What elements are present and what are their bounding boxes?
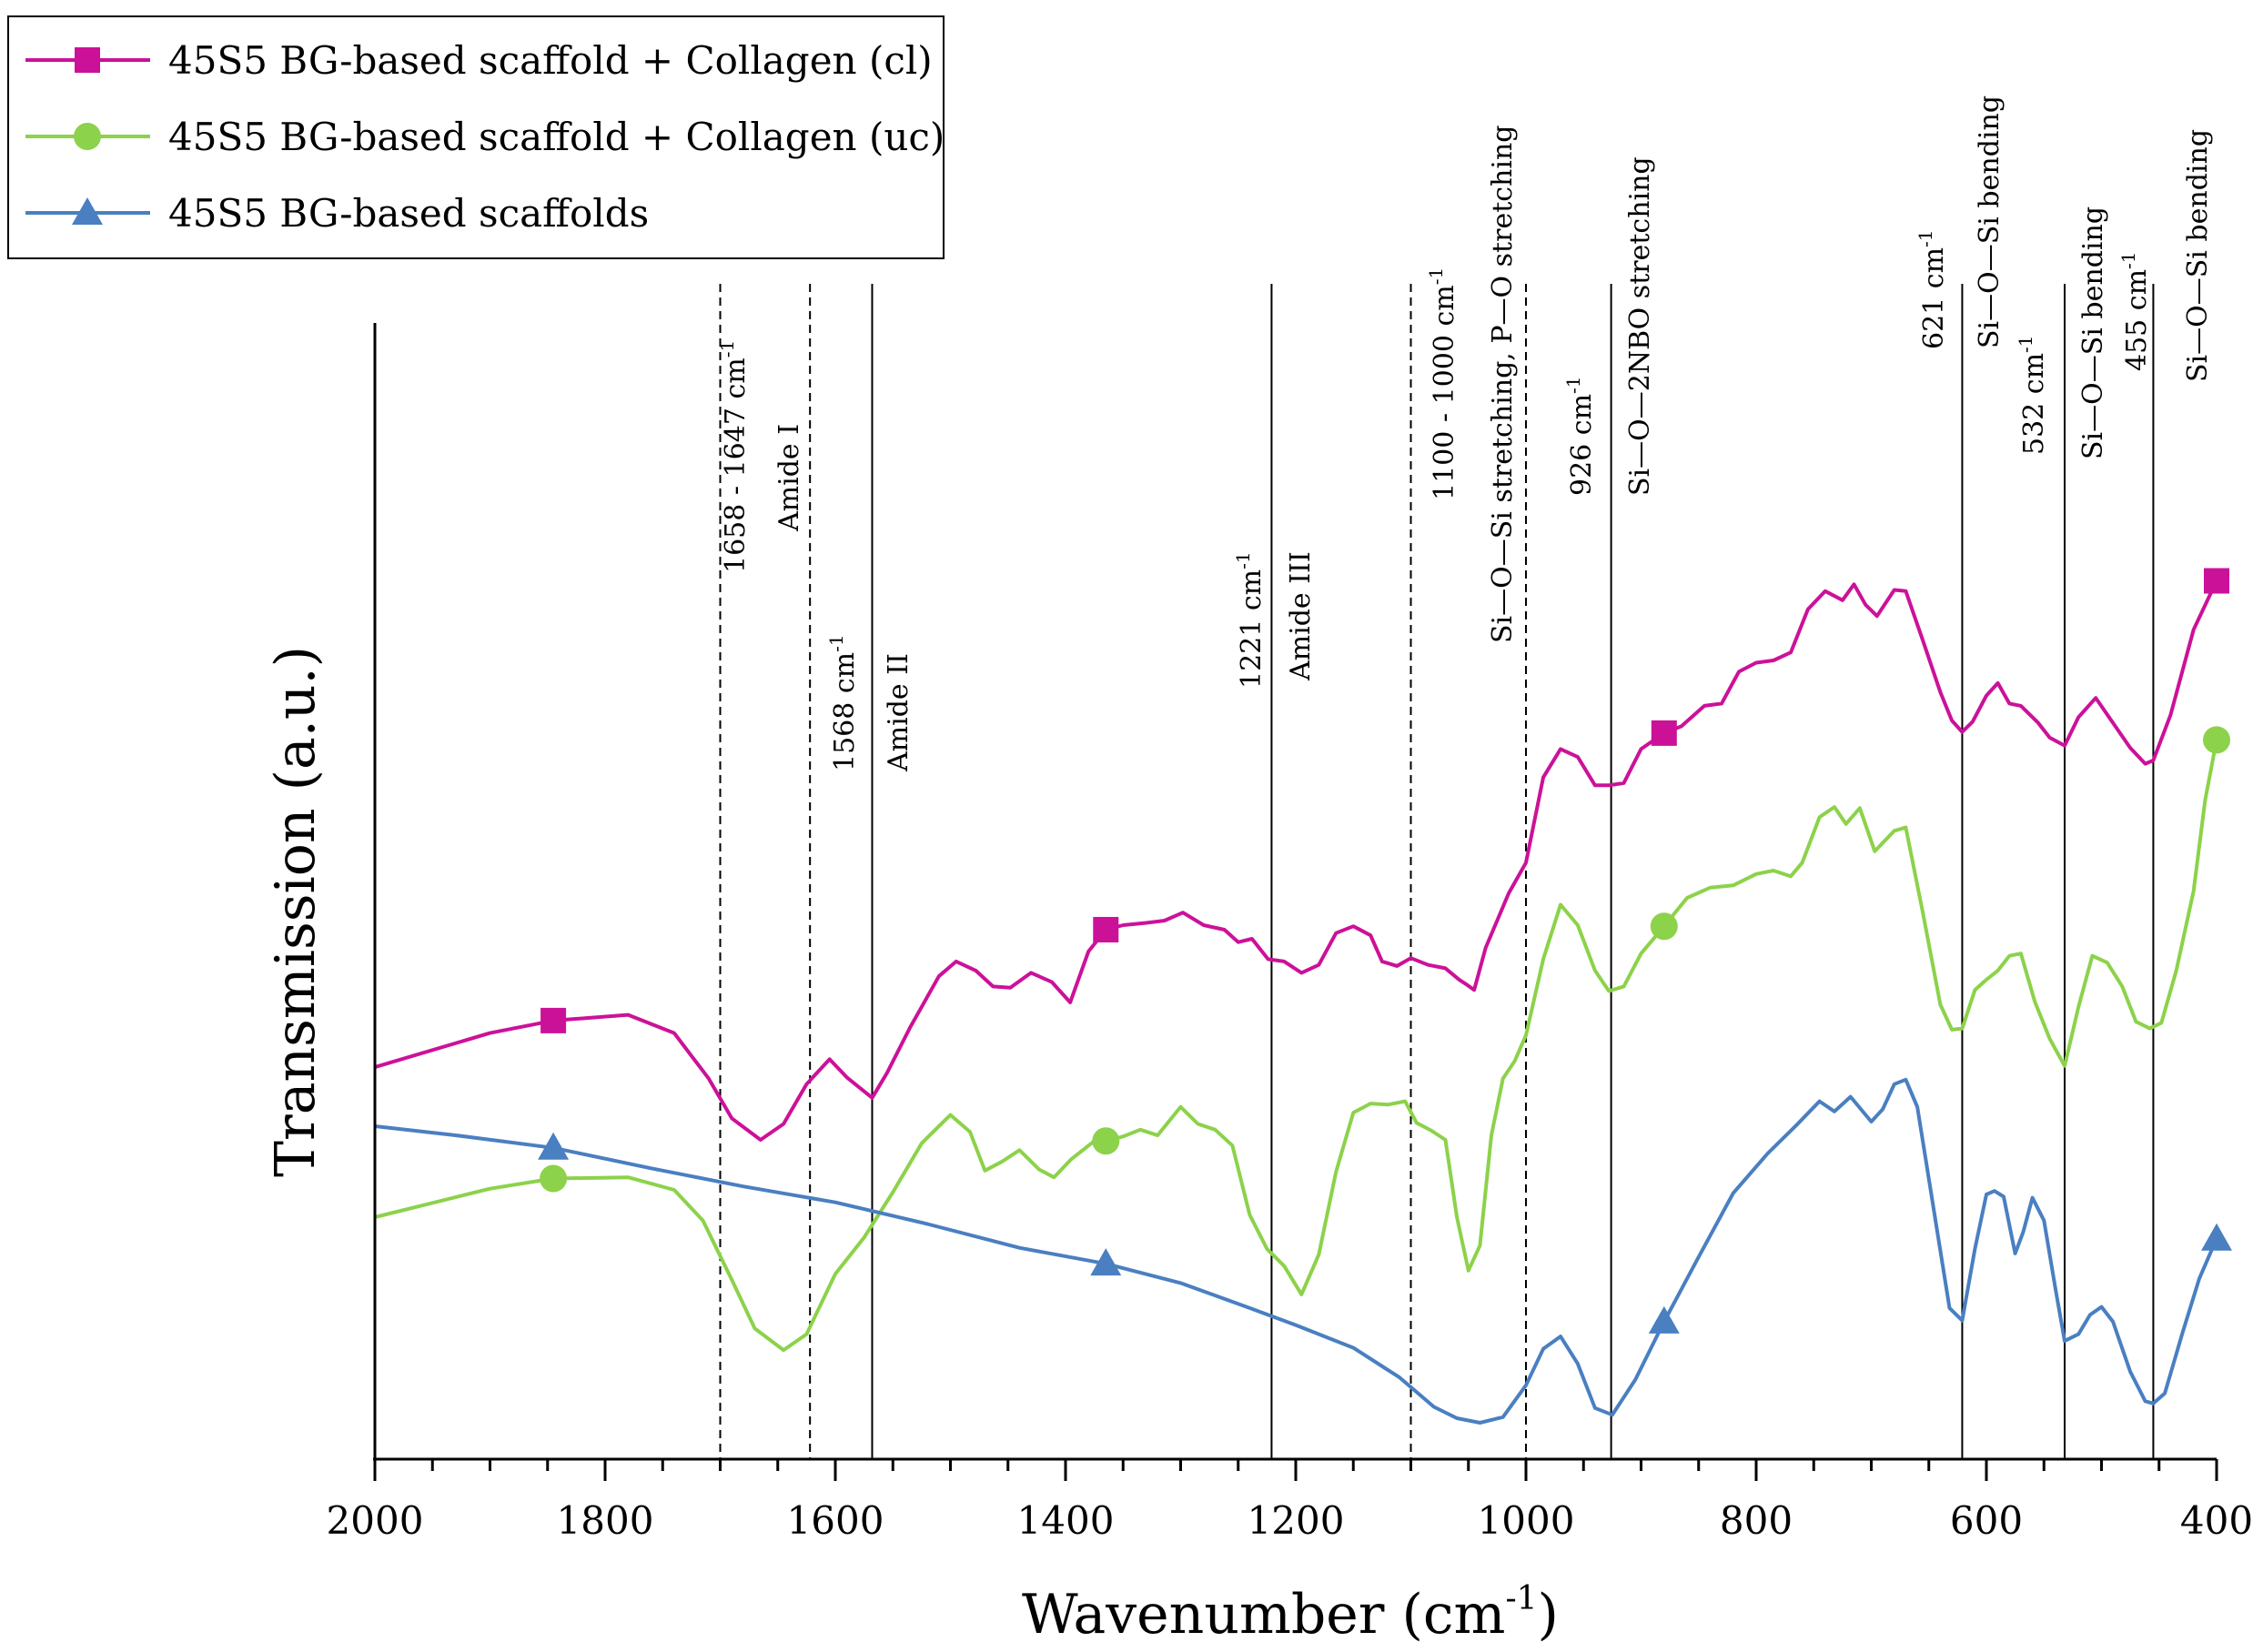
annotation-532: 532 cm-1 (2015, 335, 2050, 455)
x-tick-label-600: 600 (1950, 1498, 2023, 1543)
x-tick-label-1000: 1000 (1478, 1498, 1575, 1543)
x-tick-label-400: 400 (2180, 1498, 2253, 1543)
marker-uc-1845 (540, 1164, 568, 1193)
annotation-amide-iii: Amide III (1285, 551, 1317, 681)
x-tick-label-1400: 1400 (1017, 1498, 1115, 1543)
series-line-uc (374, 740, 2218, 1353)
x-ticks: 2000 1800 1600 1400 1200 1000 800 600 400 (327, 1459, 2253, 1543)
series-line-cl (374, 579, 2218, 1142)
marker-uc-880 (1650, 912, 1678, 941)
annotation-bending-2: Si—O—Si bending (2077, 206, 2109, 459)
legend-marker-cl (75, 47, 100, 73)
x-tick-label-2000: 2000 (327, 1498, 424, 1543)
x-tick-label-1800: 1800 (557, 1498, 654, 1543)
marker-scaffolds-880 (1648, 1305, 1680, 1334)
x-tick-label-1200: 1200 (1248, 1498, 1345, 1543)
marker-cl-400 (2204, 568, 2229, 594)
annotation-bending-1: Si—O—Si bending (1974, 96, 2005, 348)
axes (373, 323, 2217, 1461)
series-line-scaffolds (374, 1077, 2218, 1425)
legend-marker-scaffolds (72, 197, 103, 225)
y-axis-title: Transmission (a.u.) (264, 646, 328, 1177)
annotation-926: 926 cm-1 (1562, 376, 1598, 496)
marker-uc-400 (2203, 726, 2230, 754)
annotation-bending-3: Si—O—Si bending (2182, 129, 2214, 382)
reference-lines (719, 284, 2155, 1459)
legend-label-uc: 45S5 BG-based scaffold + Collagen (uc) (168, 115, 945, 159)
data-series (374, 579, 2218, 1425)
legend: 45S5 BG-based scaffold + Collagen (cl) 45… (7, 15, 945, 259)
annotation-1658-1647: 1658 - 1647 cm-1 (716, 340, 752, 573)
marker-cl-880 (1651, 720, 1677, 746)
annotation-amide-ii: Amide II (883, 653, 914, 772)
legend-marker-uc (74, 123, 101, 150)
x-tick-label-1600: 1600 (787, 1498, 884, 1543)
annotation-1100-1000: 1100 - 1000 cm-1 (1425, 267, 1460, 500)
marker-uc-1365 (1092, 1127, 1120, 1155)
legend-label-scaffolds: 45S5 BG-based scaffolds (168, 191, 649, 236)
annotation-621: 621 cm-1 (1915, 229, 1950, 349)
annotation-nbo-stretching: Si—O—2NBO stretching (1624, 156, 1656, 496)
legend-box (7, 15, 945, 259)
annotation-1221: 1221 cm-1 (1232, 551, 1268, 689)
legend-label-cl: 45S5 BG-based scaffold + Collagen (cl) (168, 38, 933, 83)
series-markers (538, 568, 2232, 1334)
marker-scaffolds-400 (2201, 1223, 2232, 1251)
marker-cl-1365 (1093, 916, 1119, 942)
annotation-amide-i: Amide I (773, 424, 805, 532)
annotation-1568: 1568 cm-1 (825, 634, 861, 771)
x-axis-title: Wavenumber (cm-1) (1022, 1580, 1559, 1647)
marker-scaffolds-1365 (1090, 1248, 1122, 1276)
annotation-si-o-si-p-o-stretching: Si—O—Si stretching, P—O stretching (1487, 125, 1519, 643)
marker-cl-1845 (541, 1007, 567, 1033)
x-tick-label-800: 800 (1720, 1498, 1793, 1543)
annotation-455: 455 cm-1 (2117, 251, 2153, 371)
peak-annotations: 1658 - 1647 cm-1 Amide I 1568 cm-1 Amide… (716, 96, 2214, 772)
marker-scaffolds-1845 (538, 1132, 570, 1160)
